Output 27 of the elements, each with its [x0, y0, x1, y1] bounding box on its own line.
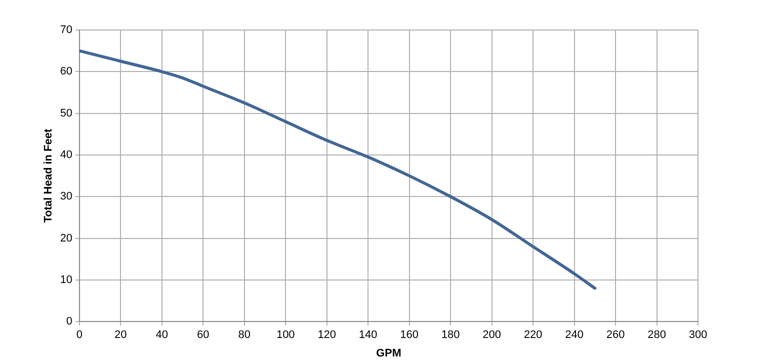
x-axis-title: GPM	[376, 347, 402, 360]
y-tick-label: 30	[60, 190, 72, 203]
x-tick-label: 180	[441, 329, 460, 342]
x-tick-label: 140	[358, 329, 378, 342]
y-axis-title: Total Head in Feet	[42, 128, 55, 223]
line-series	[79, 49, 596, 290]
x-tick-label: 100	[276, 329, 295, 342]
y-tick-label: 40	[60, 149, 72, 162]
y-tick-label: 10	[60, 274, 72, 286]
x-tick-label: 120	[318, 329, 336, 342]
y-tick-label: 60	[60, 66, 72, 78]
x-tick-label: 160	[400, 329, 419, 342]
x-tick-label: 260	[606, 329, 625, 342]
y-tick-label: 50	[60, 107, 72, 120]
y-tick-label: 70	[60, 24, 72, 36]
x-tick-label: 0	[76, 329, 82, 342]
x-tick-label: 80	[238, 329, 251, 342]
x-tick-label: 300	[688, 329, 708, 342]
x-tick-label: 200	[482, 329, 501, 342]
x-tick-label: 20	[114, 329, 127, 342]
y-tick-label: 20	[60, 232, 72, 244]
x-tick-label: 220	[524, 329, 542, 342]
x-tick-label: 240	[565, 329, 584, 342]
x-tick-label: 60	[197, 329, 210, 342]
y-tick-label: 0	[66, 316, 72, 328]
x-tick-label: 40	[156, 329, 168, 342]
x-tick-label: 280	[648, 329, 666, 342]
